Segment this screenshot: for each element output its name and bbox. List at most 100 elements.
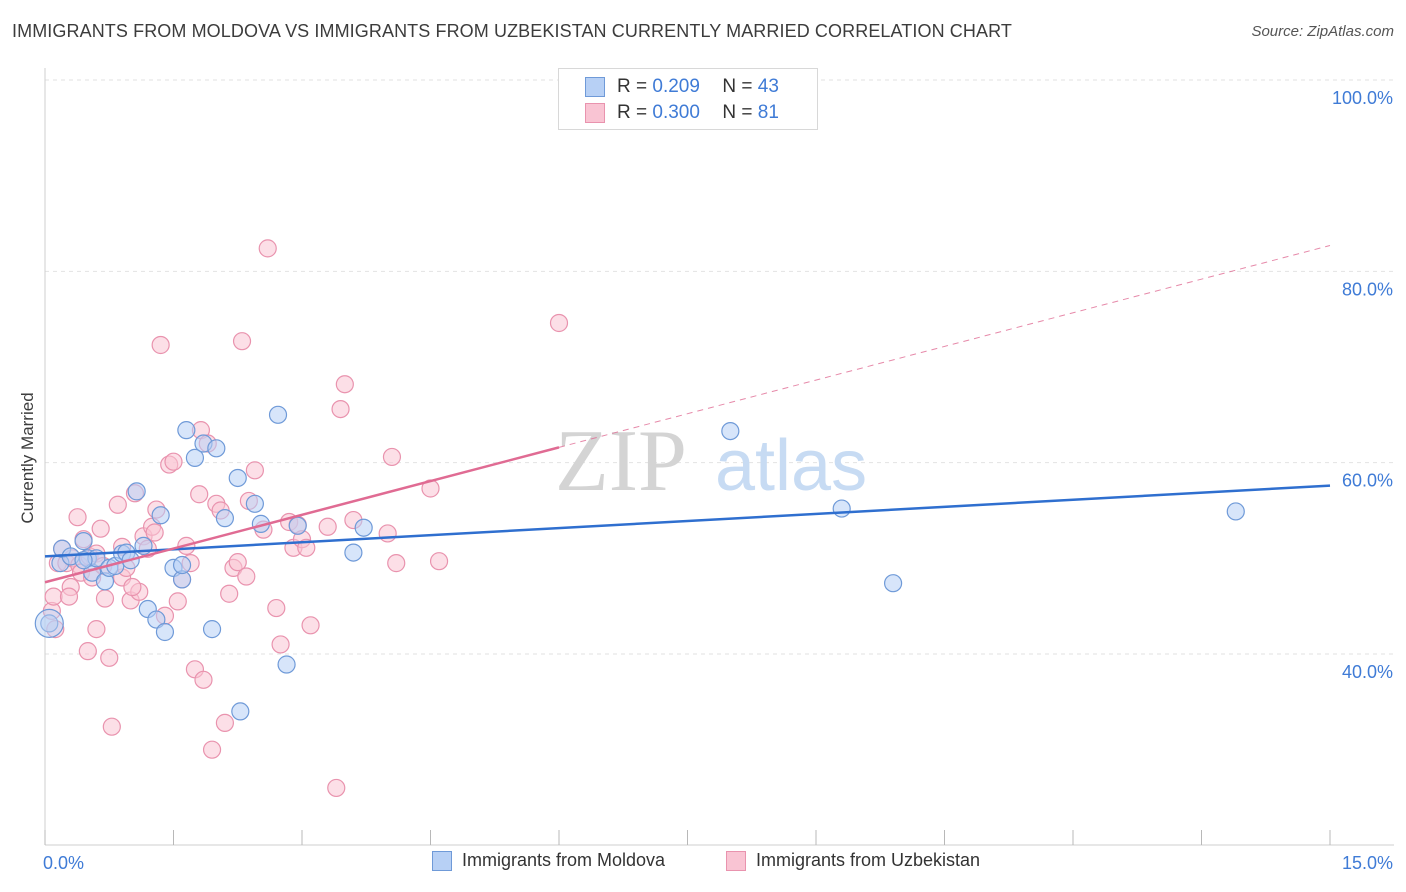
moldova-point-large xyxy=(34,608,64,638)
uzbekistan-point xyxy=(68,508,87,527)
bottom-legend-label-uzbekistan: Immigrants from Uzbekistan xyxy=(756,850,981,870)
trend-lines xyxy=(44,245,1331,584)
uzbekistan-point xyxy=(215,713,234,732)
moldova-point xyxy=(151,506,170,525)
uzbekistan-point xyxy=(245,461,264,480)
uzbekistan-point xyxy=(318,517,337,536)
uzbekistan-point xyxy=(190,485,209,504)
trend-line-uzbekistan xyxy=(44,446,560,584)
uzbekistan-point xyxy=(258,239,277,258)
moldova-point xyxy=(832,499,851,518)
moldova-point xyxy=(354,518,373,537)
uzbekistan-point xyxy=(331,399,350,419)
x-tick-label: 0.0% xyxy=(43,853,84,873)
uzbekistan-point xyxy=(429,552,449,571)
moldova-point xyxy=(172,555,192,575)
tick-labels: 40.0% 60.0% 80.0% 100.0% 0.0% 15.0% xyxy=(43,88,1393,873)
legend-r-label: R = xyxy=(617,76,648,97)
moldova-point xyxy=(1226,502,1245,521)
uzbekistan-point xyxy=(297,538,316,557)
chart-title: IMMIGRANTS FROM MOLDOVA VS IMMIGRANTS FR… xyxy=(12,21,1012,41)
uzbekistan-point xyxy=(237,567,256,586)
trend-line-uzbekistan-extension xyxy=(558,245,1331,448)
bottom-legend-moldova: Immigrants from Moldova xyxy=(432,850,665,871)
moldova-point xyxy=(277,655,296,674)
moldova-point xyxy=(202,620,222,639)
uzbekistan-point xyxy=(123,577,142,597)
uzbekistan-point xyxy=(387,554,406,573)
moldova-point xyxy=(344,543,363,562)
y-tick-label: 40.0% xyxy=(1342,662,1393,682)
uzbekistan-point xyxy=(202,740,222,759)
moldova-point xyxy=(883,574,903,593)
uzbekistan-point xyxy=(164,452,183,471)
uzbekistan-point xyxy=(228,553,247,572)
moldova-point xyxy=(268,405,288,424)
uzbekistan-point xyxy=(301,616,320,635)
uzbekistan-point xyxy=(100,648,119,667)
legend-n-label: N = xyxy=(722,76,753,97)
uzbekistan-point xyxy=(327,778,346,798)
y-tick-label: 100.0% xyxy=(1332,88,1393,108)
legend-row-moldova: R = 0.209 N = 43 xyxy=(585,74,779,100)
legend-n-value-uzbekistan: 81 xyxy=(757,102,779,123)
moldova-point xyxy=(177,421,196,440)
uzbekistan-point xyxy=(271,635,290,654)
moldova-point xyxy=(155,622,175,642)
uzbekistan-point xyxy=(44,587,63,606)
y-tick-label: 80.0% xyxy=(1342,279,1393,299)
legend-r-label: R = xyxy=(617,102,648,123)
uzbekistan-point xyxy=(549,313,569,333)
legend-r-value-uzbekistan: 0.300 xyxy=(652,102,700,123)
watermark: ZIP atlas xyxy=(555,413,867,510)
uzbekistan-point xyxy=(102,717,121,736)
correlation-legend: R = 0.209 N = 43 R = 0.300 N = 81 xyxy=(558,68,818,130)
moldova-point xyxy=(127,482,146,501)
uzbekistan-point xyxy=(194,670,213,689)
legend-swatch-moldova xyxy=(585,77,605,97)
uzbekistan-point xyxy=(87,620,106,639)
watermark-atlas: atlas xyxy=(715,426,867,506)
data-points xyxy=(34,239,1245,798)
moldova-point xyxy=(288,516,307,535)
bottom-legend-label-moldova: Immigrants from Moldova xyxy=(462,850,666,870)
moldova-point xyxy=(228,468,247,488)
uzbekistan-point xyxy=(335,375,354,394)
moldova-point xyxy=(245,494,264,513)
legend-swatch-uzbekistan xyxy=(585,103,605,123)
legend-n-value-moldova: 43 xyxy=(757,76,779,97)
uzbekistan-point xyxy=(78,642,97,661)
uzbekistan-point xyxy=(91,519,110,538)
moldova-point xyxy=(215,509,234,528)
axes xyxy=(44,68,1394,846)
watermark-zip: ZIP xyxy=(555,413,687,510)
uzbekistan-point xyxy=(378,524,397,543)
uzbekistan-point xyxy=(95,589,115,608)
uzbekistan-point xyxy=(232,332,252,351)
legend-r-value-moldova: 0.209 xyxy=(652,76,700,97)
uzbekistan-point xyxy=(59,587,79,606)
bottom-swatch-moldova xyxy=(432,850,452,871)
moldova-point xyxy=(74,532,93,551)
uzbekistan-point xyxy=(382,447,402,467)
uzbekistan-point xyxy=(267,598,286,618)
moldova-point xyxy=(721,421,740,441)
moldova-point xyxy=(231,702,250,721)
moldova-point xyxy=(147,610,166,629)
uzbekistan-point xyxy=(108,495,127,514)
uzbekistan-point xyxy=(151,335,170,355)
moldova-point xyxy=(40,614,59,633)
bottom-swatch-uzbekistan xyxy=(726,850,746,871)
uzbekistan-point xyxy=(145,523,164,542)
moldova-point xyxy=(185,448,205,467)
bottom-legend-uzbekistan: Immigrants from Uzbekistan xyxy=(726,850,980,871)
x-tick-label: 15.0% xyxy=(1342,853,1393,873)
legend-row-uzbekistan: R = 0.300 N = 81 xyxy=(585,100,779,126)
y-tick-label: 60.0% xyxy=(1342,471,1393,491)
source-label: Source: ZipAtlas.com xyxy=(1251,23,1394,40)
moldova-point xyxy=(74,551,93,570)
uzbekistan-point xyxy=(220,584,239,603)
trend-line-moldova xyxy=(44,484,1331,558)
legend-n-label: N = xyxy=(722,102,753,123)
